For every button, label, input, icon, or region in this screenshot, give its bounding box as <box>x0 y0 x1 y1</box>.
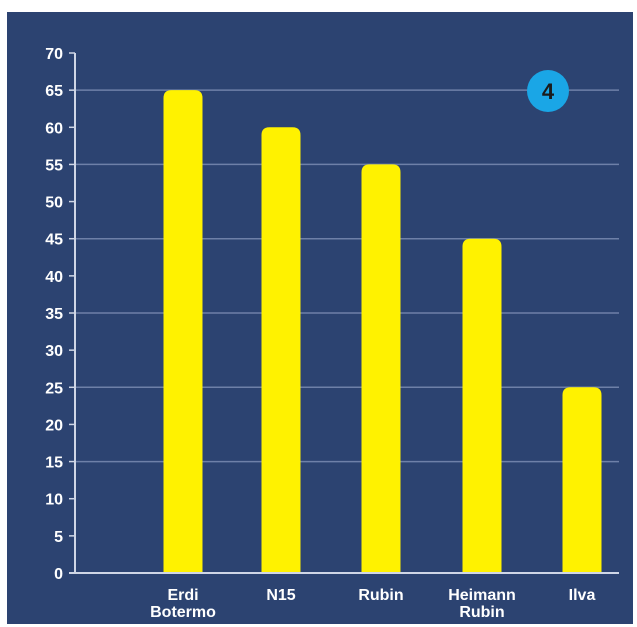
bar <box>462 238 502 573</box>
y-tick-label: 50 <box>45 195 63 212</box>
bar <box>361 164 401 573</box>
bar-chart: 0 5 10 15 20 25 30 35 40 45 50 55 60 65 70 ErdiBotermo… <box>45 46 619 621</box>
axes <box>69 52 619 574</box>
bar <box>562 387 602 573</box>
y-tick-label: 25 <box>45 380 63 397</box>
bars <box>163 90 602 574</box>
y-tick-label: 65 <box>45 83 63 100</box>
y-tick-label: 20 <box>45 417 63 434</box>
y-tick-label: 45 <box>45 232 63 249</box>
y-tick-labels: 0 5 10 15 20 25 30 35 40 45 50 55 60 65 70 <box>45 46 63 583</box>
y-tick-label: 55 <box>45 157 63 174</box>
grid-lines <box>75 89 619 463</box>
y-tick-label: 15 <box>45 455 63 472</box>
y-tick-label: 60 <box>45 120 63 137</box>
y-tick-label: 0 <box>54 566 63 583</box>
y-tick-label: 35 <box>45 306 63 323</box>
chart-panel: 0 5 10 15 20 25 30 35 40 45 50 55 60 65 70 Erdi Botermo… <box>7 12 633 624</box>
x-tick-label: Heimann <box>448 587 516 604</box>
badge-number: 4 <box>542 79 555 104</box>
x-tick-label: Ilva <box>569 587 596 604</box>
bar <box>163 90 203 574</box>
chart-number-badge: 4 <box>527 70 569 112</box>
x-tick-label: Rubin <box>459 604 504 621</box>
bar <box>261 127 301 574</box>
x-tick-label: Erdi <box>167 587 198 604</box>
y-tick-label: 30 <box>45 343 63 360</box>
x-tick-label: Botermo <box>150 604 216 621</box>
x-tick-label: Rubin <box>358 587 403 604</box>
y-tick-label: 10 <box>45 492 63 509</box>
y-tick-label: 5 <box>54 529 63 546</box>
y-tick-label: 40 <box>45 269 63 286</box>
y-tick-label: 70 <box>45 46 63 63</box>
x-tick-label: N15 <box>266 587 295 604</box>
